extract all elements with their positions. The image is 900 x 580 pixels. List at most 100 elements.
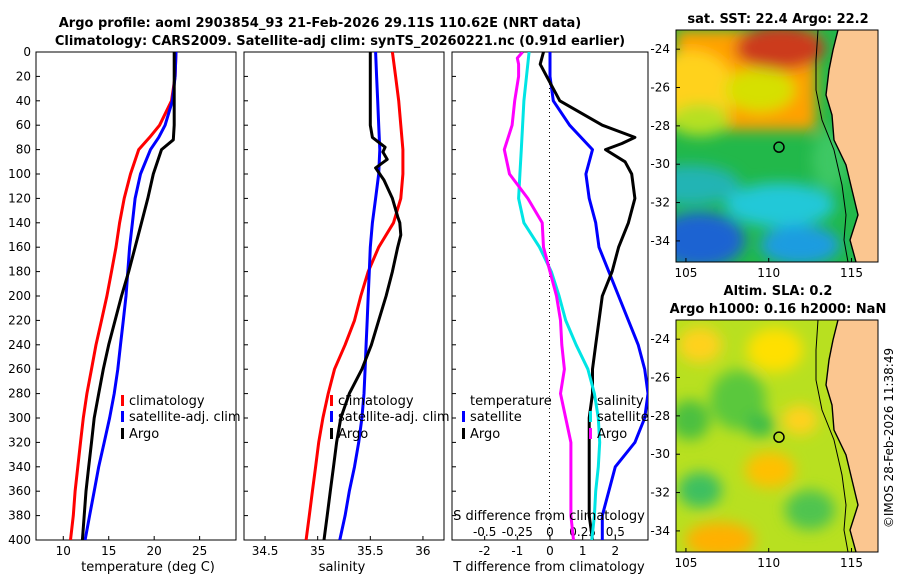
profile-line-salinity-argo <box>502 52 575 540</box>
legend-marker-temp-satellite <box>462 411 465 422</box>
map-lat-label: -32 <box>650 196 670 210</box>
x-tick-label: 35.5 <box>357 544 384 558</box>
x-tick-label: -1 <box>511 544 523 558</box>
map-lon-label: 110 <box>757 556 780 570</box>
s-difference-tick-label: -0.25 <box>502 525 533 539</box>
temperature-profiles <box>69 52 178 540</box>
figure-title-line1: Argo profile: aoml 2903854_93 21-Feb-202… <box>59 16 581 31</box>
figure-title-line2: Climatology: CARS2009. Satellite-adj cli… <box>55 34 625 49</box>
depth-tick-label: 0 <box>23 45 31 59</box>
s-difference-tick-label: -0.5 <box>473 525 496 539</box>
salinity-axis-label: salinity <box>319 560 366 575</box>
x-tick-label: 35 <box>310 544 325 558</box>
salinity-legend: climatology satellite-adj. clim Argo <box>330 394 450 442</box>
depth-tick-label: 360 <box>8 484 31 498</box>
profile-line-salinity-satellite <box>517 52 602 540</box>
map-lon-label: 105 <box>674 556 697 570</box>
depth-tick-label: 340 <box>8 460 31 474</box>
map-lat-label: -30 <box>650 157 670 171</box>
profile-line-temperature-argo <box>538 52 637 540</box>
depth-tick-label: 280 <box>8 387 31 401</box>
map-lat-label: -34 <box>650 524 670 538</box>
legend-label-argo: Argo <box>338 427 368 442</box>
map-lat-label: -30 <box>650 447 670 461</box>
x-tick-label: 34.5 <box>252 544 279 558</box>
sst-map-frame <box>675 29 879 263</box>
legend-label-temperature: temperature <box>470 394 552 409</box>
x-tick-label: 20 <box>147 544 162 558</box>
x-tick-label: 36 <box>415 544 430 558</box>
sst-map <box>676 30 878 262</box>
map-lon-label: 105 <box>674 266 697 280</box>
legend-marker-temp-argo <box>462 428 465 439</box>
depth-tick-label: 140 <box>8 216 31 230</box>
depth-tick-label: 40 <box>16 94 31 108</box>
legend-marker-sal-satellite <box>589 411 592 422</box>
legend-marker-satellite <box>121 411 124 422</box>
map-lon-label: 110 <box>757 266 780 280</box>
sst-map-title: sat. SST: 22.4 Argo: 22.2 <box>687 12 868 27</box>
map-lat-label: -28 <box>650 119 670 133</box>
legend-label-sal-argo: Argo <box>597 427 627 442</box>
sla-map-title: Altim. SLA: 0.2 <box>724 284 833 299</box>
profile-line-climatology <box>69 52 178 540</box>
depth-tick-label: 300 <box>8 411 31 425</box>
imos-credit: ©IMOS 28-Feb-2026 11:38:49 <box>882 348 896 528</box>
profile-line-argo <box>80 52 176 540</box>
x-tick-label: 0 <box>546 544 554 558</box>
x-tick-label: 25 <box>192 544 207 558</box>
s-difference-tick-label: 0.5 <box>606 525 625 539</box>
sla-map <box>676 320 878 552</box>
profile-line-satellite-adj-clim <box>338 52 382 540</box>
legend-label-temp-satellite: satellite <box>470 410 522 425</box>
depth-tick-label: 160 <box>8 240 31 254</box>
x-tick-label: 10 <box>56 544 71 558</box>
legend-marker-satellite <box>330 411 333 422</box>
depth-tick-label: 240 <box>8 338 31 352</box>
legend-label-argo: Argo <box>129 427 159 442</box>
profile-line-argo <box>322 52 403 540</box>
legend-label-climatology: climatology <box>338 394 414 409</box>
legend-label-salinity: salinity <box>597 394 644 409</box>
difference-profiles <box>502 52 648 540</box>
depth-tick-label: 100 <box>8 167 31 181</box>
temperature-legend: climatology satellite-adj. clim Argo <box>121 394 241 442</box>
legend-marker-climatology <box>121 395 124 406</box>
map-lon-label: 115 <box>840 556 863 570</box>
legend-marker-argo <box>330 428 333 439</box>
profile-line-satellite-adj-clim <box>83 52 178 540</box>
depth-tick-label: 60 <box>16 118 31 132</box>
temperature-panel-frame <box>35 51 237 541</box>
legend-label-sal-satellite: satellite <box>597 410 649 425</box>
depth-tick-label: 120 <box>8 191 31 205</box>
map-lat-label: -26 <box>650 81 670 95</box>
depth-tick-label: 80 <box>16 143 31 157</box>
map-lat-label: -34 <box>650 234 670 248</box>
argo-position-marker <box>773 431 785 443</box>
sla-map-frame <box>675 319 879 553</box>
x-tick-label: -2 <box>479 544 491 558</box>
depth-axis: 0 20 40 60 80 100 120 140 160 180 200 220 240 260 280 3… <box>8 45 456 547</box>
depth-tick-label: 200 <box>8 289 31 303</box>
legend-marker-climatology <box>330 395 333 406</box>
legend-label-climatology: climatology <box>129 394 205 409</box>
t-difference-axis-label: T difference from climatology <box>452 560 645 575</box>
depth-tick-label: 380 <box>8 509 31 523</box>
temperature-axis-label: temperature (deg C) <box>81 560 215 575</box>
depth-tick-label: 400 <box>8 533 31 547</box>
map-lon-label: 115 <box>840 266 863 280</box>
salinity-x-axis: 34.5 35 35.5 36 <box>252 536 431 558</box>
profile-line-temperature-satellite <box>548 52 648 540</box>
salinity-profiles <box>304 52 405 540</box>
map-lat-label: -28 <box>650 409 670 423</box>
depth-tick-label: 20 <box>16 69 31 83</box>
s-difference-tick-label: 0.25 <box>569 525 596 539</box>
map-lat-label: -26 <box>650 371 670 385</box>
temperature-x-axis: 10 15 20 25 <box>56 536 207 558</box>
legend-marker-argo <box>121 428 124 439</box>
x-tick-label: 2 <box>612 544 620 558</box>
legend-label-temp-argo: Argo <box>470 427 500 442</box>
s-difference-axis-label: S difference from climatology <box>453 509 645 524</box>
legend-label-satellite: satellite-adj. clim <box>338 410 450 425</box>
